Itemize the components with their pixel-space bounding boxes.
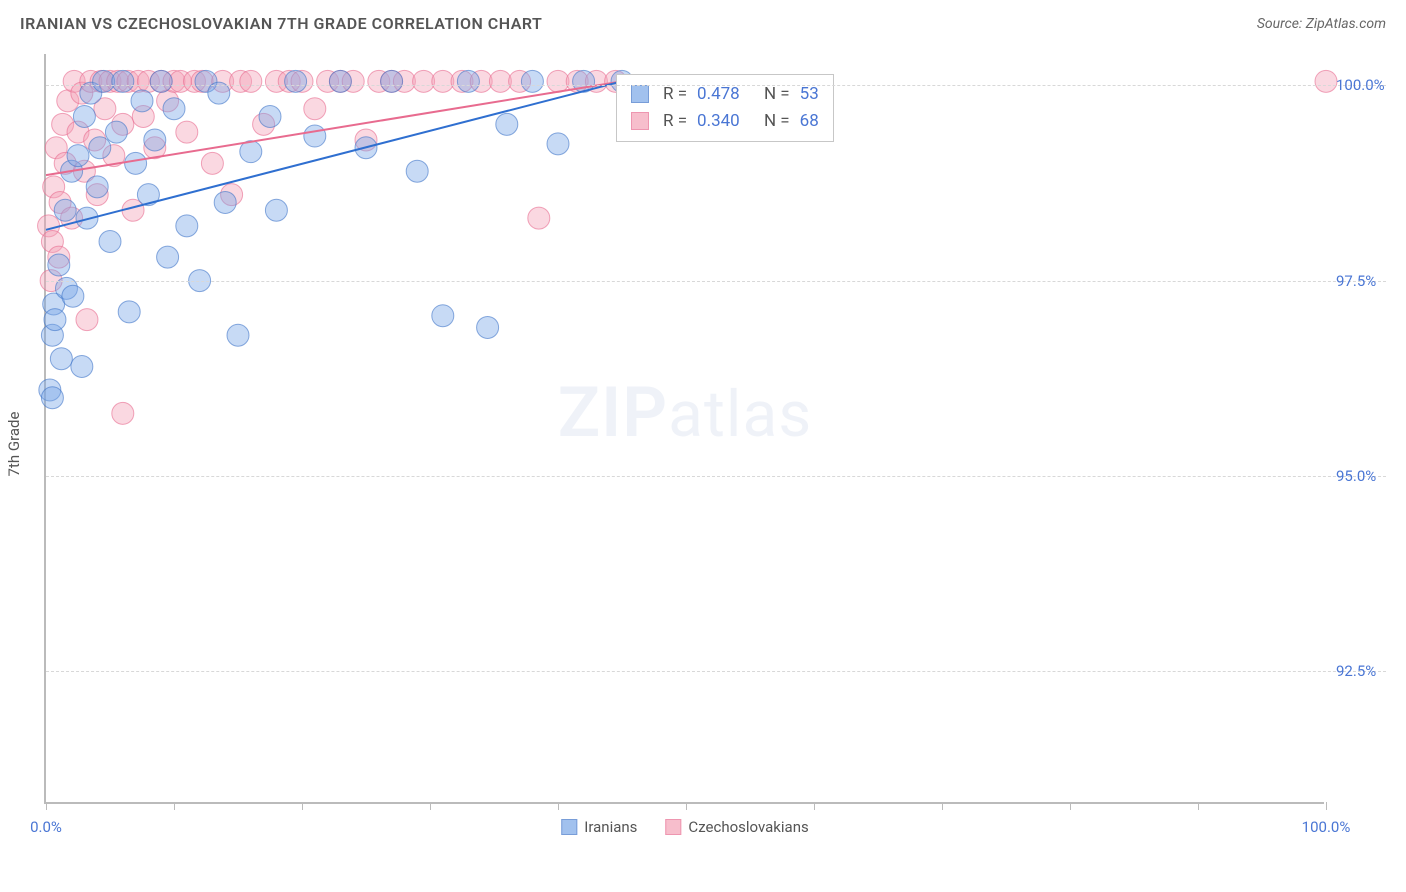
legend-item-iranians: Iranians — [561, 818, 637, 836]
x-tick — [814, 802, 815, 810]
scatter-point — [432, 305, 454, 327]
scatter-point — [125, 152, 147, 174]
scatter-point — [214, 191, 236, 213]
scatter-point — [176, 121, 198, 143]
scatter-point — [150, 70, 172, 92]
stats-swatch-iranians — [631, 85, 649, 103]
stats-swatch-czech — [631, 112, 649, 130]
chart-title: IRANIAN VS CZECHOSLOVAKIAN 7TH GRADE COR… — [20, 14, 542, 33]
scatter-point — [406, 160, 428, 182]
scatter-point — [86, 176, 108, 198]
stats-n-value-czech: 68 — [800, 108, 819, 135]
scatter-point — [62, 285, 84, 307]
scatter-point — [259, 106, 281, 128]
scatter-point — [89, 137, 111, 159]
chart-svg — [46, 54, 1326, 804]
scatter-point — [93, 70, 115, 92]
x-tick — [430, 802, 431, 810]
y-axis-title: 7th Grade — [5, 412, 23, 477]
scatter-point — [67, 145, 89, 167]
x-tick — [942, 802, 943, 810]
scatter-point — [71, 356, 93, 378]
stats-r-label: R = — [663, 108, 687, 135]
legend-label-iranians: Iranians — [584, 818, 637, 836]
scatter-point — [240, 70, 262, 92]
scatter-point — [157, 246, 179, 268]
legend-swatch-iranians — [561, 819, 577, 835]
scatter-point — [144, 129, 166, 151]
scatter-point — [176, 215, 198, 237]
x-tick — [1326, 802, 1327, 810]
scatter-point — [99, 231, 121, 253]
x-tick — [558, 802, 559, 810]
x-tick — [302, 802, 303, 810]
stats-r-value-czech: 0.340 — [697, 108, 740, 135]
stats-legend-box: R = 0.478 N = 53 R = 0.340 N = 68 — [616, 74, 834, 142]
scatter-point — [304, 98, 326, 120]
x-tick — [174, 802, 175, 810]
gridline — [46, 476, 1386, 477]
scatter-point — [50, 348, 72, 370]
gridline — [46, 671, 1386, 672]
scatter-point — [457, 70, 479, 92]
scatter-point — [547, 133, 569, 155]
scatter-point — [44, 309, 66, 331]
legend-item-czech: Czechoslovakians — [665, 818, 808, 836]
scatter-point — [73, 106, 95, 128]
gridline — [46, 281, 1386, 282]
stats-row-czech: R = 0.340 N = 68 — [631, 108, 819, 135]
y-tick-label: 97.5% — [1336, 272, 1406, 290]
scatter-point — [112, 70, 134, 92]
scatter-point — [285, 70, 307, 92]
scatter-point — [528, 207, 550, 229]
scatter-point — [201, 152, 223, 174]
legend-swatch-czech — [665, 819, 681, 835]
scatter-point — [76, 309, 98, 331]
stats-n-label: N = — [764, 108, 790, 135]
scatter-point — [48, 254, 70, 276]
scatter-point — [163, 98, 185, 120]
x-tick — [1070, 802, 1071, 810]
scatter-point — [477, 316, 499, 338]
y-tick-label: 92.5% — [1336, 662, 1406, 680]
gridline — [46, 85, 1386, 86]
x-tick-label: 100.0% — [1302, 818, 1351, 836]
scatter-point — [41, 387, 63, 409]
scatter-point — [381, 70, 403, 92]
scatter-point — [329, 70, 351, 92]
legend-bottom: Iranians Czechoslovakians — [561, 818, 808, 836]
x-tick — [1198, 802, 1199, 810]
scatter-point — [118, 301, 140, 323]
plot-area: ZIPatlas R = 0.478 N = 53 R = 0.340 N = … — [44, 54, 1324, 804]
chart-source: Source: ZipAtlas.com — [1257, 16, 1386, 32]
scatter-point — [112, 402, 134, 424]
scatter-point — [265, 199, 287, 221]
scatter-point — [1315, 70, 1337, 92]
scatter-point — [131, 90, 153, 112]
chart-header: IRANIAN VS CZECHOSLOVAKIAN 7TH GRADE COR… — [0, 0, 1406, 43]
y-tick-label: 100.0% — [1336, 76, 1406, 94]
chart-container: 7th Grade ZIPatlas R = 0.478 N = 53 R = … — [44, 54, 1384, 834]
scatter-point — [304, 125, 326, 147]
x-tick-label: 0.0% — [30, 818, 62, 836]
x-tick — [686, 802, 687, 810]
legend-label-czech: Czechoslovakians — [688, 818, 808, 836]
y-tick-label: 95.0% — [1336, 467, 1406, 485]
scatter-point — [227, 324, 249, 346]
scatter-point — [496, 113, 518, 135]
scatter-point — [105, 121, 127, 143]
scatter-point — [521, 70, 543, 92]
scatter-point — [54, 199, 76, 221]
x-tick — [46, 802, 47, 810]
